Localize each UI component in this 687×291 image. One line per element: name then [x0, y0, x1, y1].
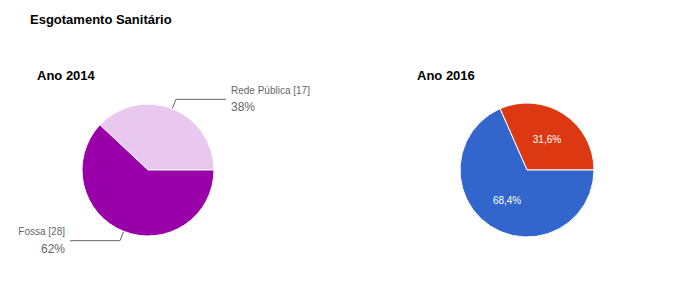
svg-text:Fossa [28]: Fossa [28] — [18, 226, 65, 237]
svg-text:Rede Pública [17]: Rede Pública [17] — [231, 85, 310, 96]
svg-text:Esgotamento Sanitário: Esgotamento Sanitário — [30, 12, 172, 27]
svg-text:31,6%: 31,6% — [533, 134, 561, 145]
svg-text:38%: 38% — [231, 100, 255, 114]
svg-text:68,4%: 68,4% — [493, 195, 521, 206]
svg-text:62%: 62% — [41, 242, 65, 256]
svg-text:Ano 2016: Ano 2016 — [417, 68, 475, 83]
svg-text:Ano 2014: Ano 2014 — [37, 68, 96, 83]
